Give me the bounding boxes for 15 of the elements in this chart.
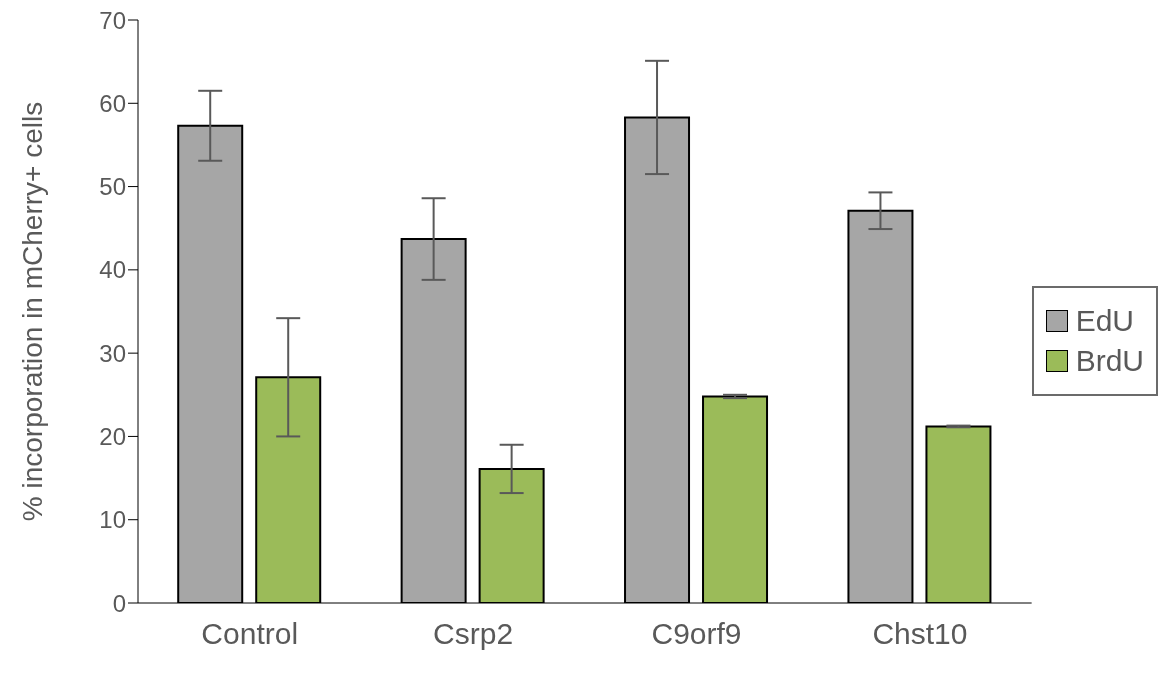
y-tick-label: 60 bbox=[99, 89, 126, 117]
x-tick-label: Csrp2 bbox=[433, 617, 514, 651]
x-tick-label: Chst10 bbox=[872, 617, 968, 651]
y-axis-title: % incorporation in mCherry+ cells bbox=[16, 101, 48, 522]
y-tick-label: 20 bbox=[99, 422, 126, 450]
x-tick-label: Control bbox=[201, 617, 299, 651]
y-tick-label: 30 bbox=[99, 339, 126, 367]
y-tick-label: 50 bbox=[99, 173, 126, 201]
legend-label: BrdU bbox=[1075, 343, 1144, 378]
x-tick-label: C9orf9 bbox=[651, 617, 742, 651]
y-tick-label: 0 bbox=[112, 589, 126, 617]
y-tick-label: 40 bbox=[99, 256, 126, 284]
y-tick-label: 70 bbox=[99, 6, 126, 34]
legend-label: EdU bbox=[1075, 303, 1134, 338]
y-tick-label: 10 bbox=[99, 506, 126, 534]
